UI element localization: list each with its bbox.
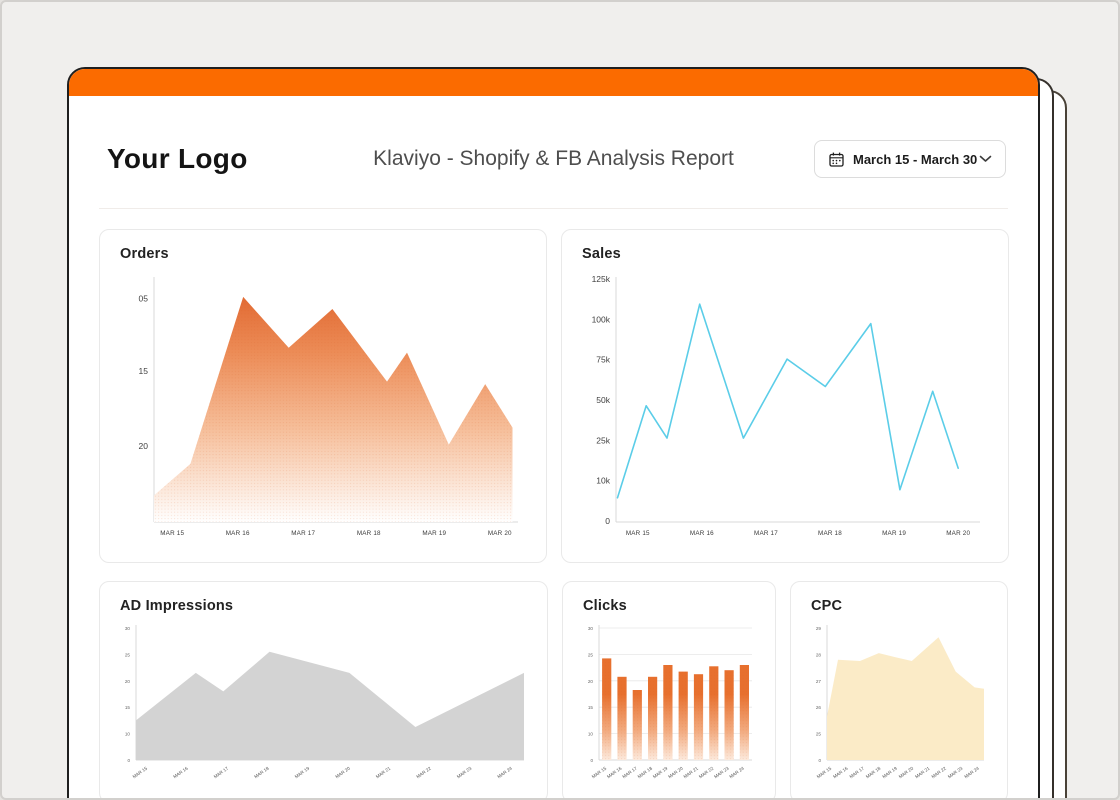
svg-text:MAR 19: MAR 19 bbox=[294, 765, 311, 779]
svg-text:MAR 15: MAR 15 bbox=[816, 765, 833, 779]
svg-text:75k: 75k bbox=[596, 355, 610, 365]
svg-text:MAR 23: MAR 23 bbox=[713, 765, 730, 779]
svg-text:MAR 20: MAR 20 bbox=[488, 530, 512, 537]
svg-text:MAR 17: MAR 17 bbox=[621, 765, 638, 779]
svg-text:MAR 20: MAR 20 bbox=[667, 765, 684, 779]
svg-text:15: 15 bbox=[125, 705, 131, 710]
svg-text:MAR 19: MAR 19 bbox=[882, 530, 906, 537]
svg-text:20: 20 bbox=[139, 441, 149, 451]
header-divider bbox=[99, 208, 1008, 209]
svg-text:29: 29 bbox=[816, 626, 822, 631]
cpc-chart: 29 28 27 26 25 0 MAR 15 MAR 16 MAR 17 MAR 18 MAR 1… bbox=[807, 620, 993, 786]
cpc-card: CPC 29 28 27 26 25 0 MAR 15 MAR 16 MAR 17 MAR 18 M… bbox=[790, 581, 1008, 798]
report-page: Your Logo Klaviyo - Shopify & FB Analysi… bbox=[67, 67, 1040, 798]
svg-text:MAR 22: MAR 22 bbox=[698, 765, 715, 779]
svg-text:100k: 100k bbox=[592, 314, 611, 324]
svg-text:30: 30 bbox=[588, 626, 594, 631]
svg-text:30: 30 bbox=[125, 626, 131, 631]
svg-text:MAR 20: MAR 20 bbox=[898, 765, 915, 779]
svg-text:27: 27 bbox=[816, 679, 822, 684]
svg-text:MAR 24: MAR 24 bbox=[497, 765, 514, 779]
orders-chart: 05 15 20 MAR 15 MAR 16 MAR 17 MAR 18 MAR 19 MAR … bbox=[116, 268, 532, 548]
clicks-card: Clicks 30 25 20 15 10 0 MAR 15 MAR 16 MAR 17 MAR … bbox=[562, 581, 776, 798]
svg-text:25: 25 bbox=[125, 652, 131, 657]
svg-text:0: 0 bbox=[590, 758, 593, 763]
svg-text:MAR 16: MAR 16 bbox=[690, 530, 714, 537]
orders-card: Orders 05 15 20 MAR 15 MAR 16 MAR 17 MAR 18 MAR… bbox=[99, 229, 547, 563]
svg-text:26: 26 bbox=[816, 705, 822, 710]
ad-impressions-card: AD Impressions 30 25 20 15 10 0 MAR 15 MAR 16 MA… bbox=[99, 581, 548, 798]
svg-text:0: 0 bbox=[127, 758, 130, 763]
svg-text:MAR 24: MAR 24 bbox=[729, 765, 746, 779]
svg-text:MAR 15: MAR 15 bbox=[132, 765, 149, 779]
svg-text:MAR 24: MAR 24 bbox=[963, 765, 980, 779]
svg-text:MAR 17: MAR 17 bbox=[213, 765, 230, 779]
svg-text:MAR 18: MAR 18 bbox=[818, 530, 842, 537]
svg-text:50k: 50k bbox=[596, 395, 610, 405]
svg-text:MAR 19: MAR 19 bbox=[422, 530, 446, 537]
svg-text:125k: 125k bbox=[592, 274, 611, 284]
svg-text:MAR 16: MAR 16 bbox=[832, 765, 849, 779]
charts-grid: Orders 05 15 20 MAR 15 MAR 16 MAR 17 MAR 18 MAR… bbox=[69, 209, 1038, 798]
svg-text:MAR 15: MAR 15 bbox=[160, 530, 184, 537]
calendar-icon bbox=[828, 151, 845, 168]
clicks-chart: 30 25 20 15 10 0 MAR 15 MAR 16 MAR 17 MAR 18 MAR 1… bbox=[579, 620, 761, 786]
svg-text:10k: 10k bbox=[596, 476, 610, 486]
svg-text:MAR 22: MAR 22 bbox=[931, 765, 948, 779]
svg-text:MAR 17: MAR 17 bbox=[291, 530, 315, 537]
ad-impressions-card-title: AD Impressions bbox=[120, 598, 234, 614]
svg-text:MAR 23: MAR 23 bbox=[456, 765, 473, 779]
report-header: Your Logo Klaviyo - Shopify & FB Analysi… bbox=[69, 96, 1038, 192]
header-accent-bar bbox=[69, 69, 1038, 96]
svg-text:MAR 20: MAR 20 bbox=[334, 765, 351, 779]
svg-text:MAR 21: MAR 21 bbox=[375, 765, 392, 779]
svg-text:28: 28 bbox=[816, 652, 822, 657]
svg-text:MAR 15: MAR 15 bbox=[626, 530, 650, 537]
svg-text:MAR 17: MAR 17 bbox=[849, 765, 866, 779]
svg-text:20: 20 bbox=[125, 679, 131, 684]
svg-text:MAR 20: MAR 20 bbox=[946, 530, 970, 537]
sales-chart: 125k 100k 75k 50k 25k 10k 0 MAR 15 MAR 16 MAR 17 M… bbox=[578, 268, 994, 548]
svg-text:MAR 16: MAR 16 bbox=[606, 765, 623, 779]
date-range-label: March 15 - March 30 bbox=[853, 151, 978, 167]
svg-text:15: 15 bbox=[588, 705, 594, 710]
svg-text:05: 05 bbox=[139, 293, 149, 303]
date-range-picker[interactable]: March 15 - March 30 bbox=[814, 140, 1006, 178]
svg-text:MAR 22: MAR 22 bbox=[415, 765, 432, 779]
svg-text:20: 20 bbox=[588, 679, 594, 684]
svg-text:25k: 25k bbox=[596, 435, 610, 445]
svg-text:MAR 16: MAR 16 bbox=[226, 530, 250, 537]
svg-text:0: 0 bbox=[605, 516, 610, 526]
sales-card-title: Sales bbox=[582, 246, 621, 262]
svg-text:MAR 19: MAR 19 bbox=[881, 765, 898, 779]
cpc-card-title: CPC bbox=[811, 598, 843, 614]
svg-text:MAR 18: MAR 18 bbox=[865, 765, 882, 779]
svg-text:25: 25 bbox=[816, 732, 822, 737]
svg-text:MAR 21: MAR 21 bbox=[914, 765, 931, 779]
svg-text:MAR 18: MAR 18 bbox=[357, 530, 381, 537]
svg-text:MAR 15: MAR 15 bbox=[591, 765, 608, 779]
ad-impressions-chart: 30 25 20 15 10 0 MAR 15 MAR 16 MAR 17 MAR 18 MAR 1… bbox=[116, 620, 533, 786]
orders-card-title: Orders bbox=[120, 246, 169, 262]
svg-text:MAR 18: MAR 18 bbox=[253, 765, 270, 779]
svg-text:0: 0 bbox=[818, 758, 821, 763]
svg-text:MAR 21: MAR 21 bbox=[683, 765, 700, 779]
sales-card: Sales 125k 100k 75k 50k 25k 10k 0 MAR 15 MAR 16 M… bbox=[561, 229, 1009, 563]
svg-text:15: 15 bbox=[139, 366, 149, 376]
svg-text:25: 25 bbox=[588, 652, 594, 657]
logo-text: Your Logo bbox=[107, 143, 248, 174]
svg-text:10: 10 bbox=[125, 732, 131, 737]
svg-text:MAR 16: MAR 16 bbox=[172, 765, 189, 779]
svg-text:MAR 19: MAR 19 bbox=[652, 765, 669, 779]
svg-text:10: 10 bbox=[588, 732, 594, 737]
svg-text:MAR 17: MAR 17 bbox=[754, 530, 778, 537]
svg-text:MAR 23: MAR 23 bbox=[947, 765, 964, 779]
page-title: Klaviyo - Shopify & FB Analysis Report bbox=[373, 147, 734, 170]
clicks-card-title: Clicks bbox=[583, 598, 627, 614]
chevron-down-icon bbox=[979, 155, 992, 163]
svg-text:MAR 18: MAR 18 bbox=[637, 765, 654, 779]
